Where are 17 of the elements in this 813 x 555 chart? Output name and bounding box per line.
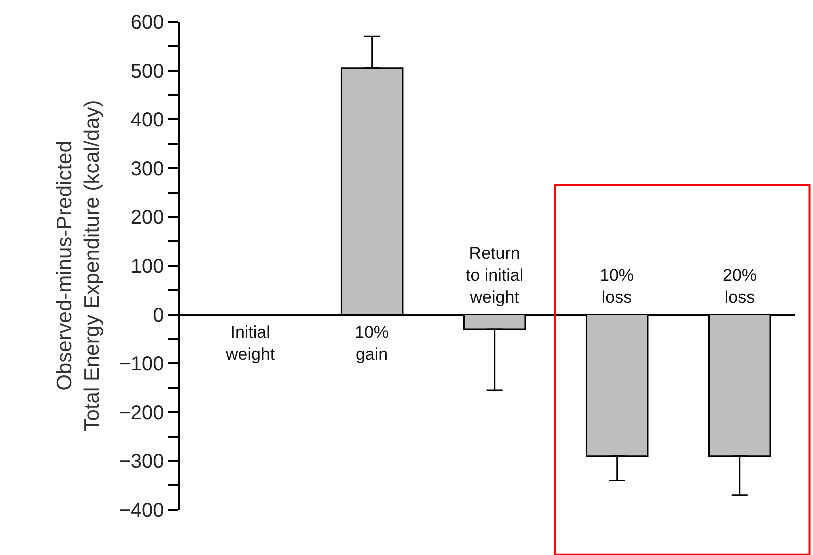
y-tick-label: −100 — [119, 354, 164, 376]
y-tick-label: −200 — [119, 402, 164, 424]
y-tick-label: 500 — [130, 60, 164, 83]
x-tick-label: Return to initial weight — [466, 244, 524, 308]
x-tick-label: 20% loss — [723, 266, 758, 308]
y-tick-label: 400 — [130, 110, 164, 132]
y-tick-label: 300 — [130, 158, 164, 180]
x-tick-label: Initial weight — [225, 323, 276, 364]
y-tick-label: −300 — [119, 451, 164, 474]
x-tick-label: 10% loss — [600, 266, 634, 308]
y-tick-label: 100 — [130, 256, 164, 278]
y-axis-title: Observed-minus-Predicted Total Energy Expenditure (kcal/day) — [54, 100, 104, 432]
y-tick-label: −400 — [119, 500, 164, 522]
y-tick-label: 200 — [130, 207, 164, 230]
y-tick-label: 600 — [130, 12, 164, 34]
y-tick-label: 0 — [153, 304, 164, 327]
x-tick-label: 10% gain — [355, 323, 390, 364]
